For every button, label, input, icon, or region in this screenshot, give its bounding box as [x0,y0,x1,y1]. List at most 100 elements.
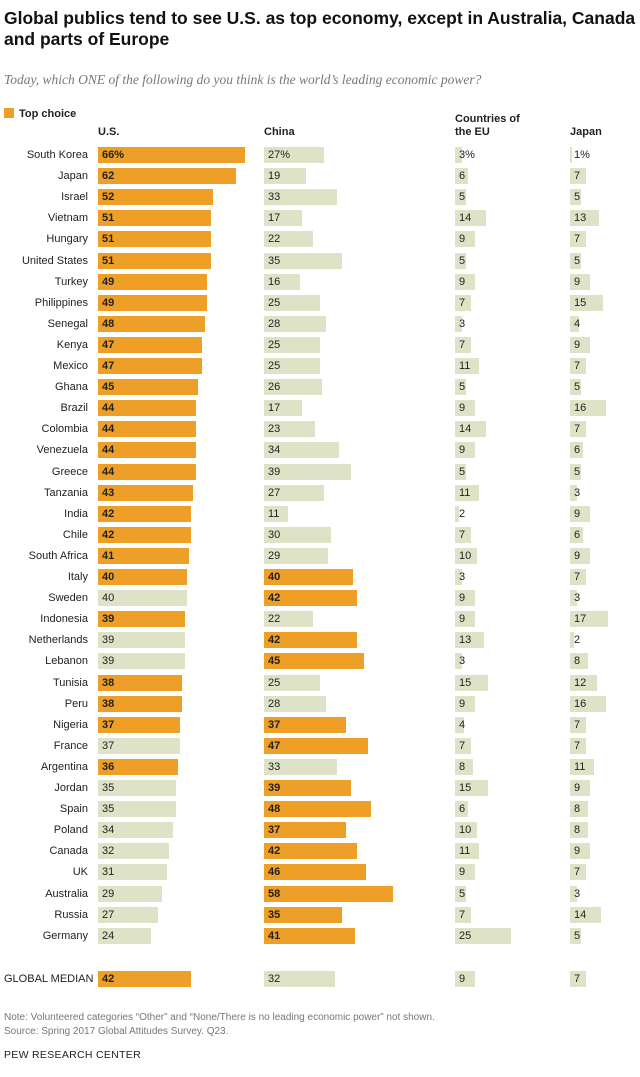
bar-us [98,189,214,206]
bar-japan [570,231,586,248]
country-label: France [53,739,88,752]
value-label-eu: 9 [459,973,466,985]
value-label-eu: 10 [459,549,472,562]
bar-eu [455,315,462,332]
bar-eu [455,885,467,902]
bar-japan [570,421,586,438]
country-label: Sweden [48,592,88,605]
bar-eu [455,822,478,839]
value-label-china: 42 [268,634,281,647]
bar-eu [455,379,467,396]
bar-us [98,822,174,839]
value-label-eu: 25 [459,929,472,942]
bar-china [264,252,342,269]
bar-us [98,653,185,670]
country-label: Mexico [53,360,88,372]
bar-china [264,632,358,649]
value-label-eu: 9 [459,697,466,710]
value-label-china: 30 [268,528,281,541]
chart-title: Global publics tend to see U.S. as top e… [4,8,636,49]
value-label-eu: 9 [459,444,466,457]
value-label-china: 17 [268,402,281,415]
country-label: Canada [49,845,88,858]
value-label-us: 40 [102,592,115,605]
bar-japan [570,379,582,396]
bar-japan [570,780,590,796]
bar-japan [570,400,606,417]
bar-us [98,379,198,396]
bar-china [264,822,347,839]
value-label-china: 47 [268,739,281,752]
bar-japan [570,505,590,522]
country-label: Greece [51,465,88,478]
bar-eu [455,758,473,775]
bar-eu [455,484,480,501]
country-label: Ghana [54,381,88,394]
bar-us [98,611,185,628]
value-label-china: 11 [268,507,280,520]
value-label-eu: 14 [459,423,472,436]
value-label-eu: 9 [459,592,466,605]
bar-eu [455,864,475,881]
value-label-us: 38 [102,697,115,710]
value-label-us: 36 [102,760,115,773]
value-label-china: 25 [268,676,281,689]
bar-eu [455,674,489,691]
value-label-japan: 8 [574,803,581,816]
value-label-us: 44 [102,402,115,415]
bar-eu [455,463,467,480]
country-label: Turkey [54,275,88,288]
bar-eu [455,569,462,585]
country-label: United States [21,254,88,267]
value-label-japan: 7 [574,973,581,985]
country-label: Italy [67,571,88,583]
value-label-us: 43 [102,486,115,499]
value-label-eu: 6 [459,170,466,183]
legend-swatch [4,108,14,118]
bar-china [264,147,324,163]
bar-eu [455,210,487,227]
value-label-eu: 5 [459,887,466,900]
value-label-china: 32 [268,973,281,985]
value-label-china: 40 [268,571,281,583]
value-label-us: 38 [102,676,115,689]
bar-japan [570,590,577,607]
value-label-us: 39 [102,634,115,647]
bar-china [264,737,369,754]
bar-japan [570,526,584,543]
value-label-japan: 5 [574,254,581,267]
value-label-eu: 3% [459,149,475,161]
value-label-japan: 9 [574,507,581,520]
bar-japan [570,758,595,775]
value-label-japan: 7 [574,423,581,436]
bar-eu [455,906,471,923]
bar-japan [570,315,579,332]
value-label-us: 34 [102,824,115,837]
value-label-china: 28 [268,317,281,330]
value-label-japan: 8 [574,655,581,668]
bar-us [98,273,207,290]
value-label-japan: 7 [574,233,581,246]
country-label: Spain [59,803,88,816]
bar-china [264,885,393,902]
bar-japan [570,885,577,902]
value-label-us: 48 [102,317,115,330]
value-label-eu: 15 [459,782,472,794]
bar-eu [455,358,480,374]
value-label-japan: 7 [574,718,581,731]
value-label-japan: 9 [574,275,581,288]
value-label-eu: 9 [459,275,466,288]
bar-us [98,315,205,332]
bar-china [264,843,358,860]
country-label: Argentina [40,760,88,773]
bar-japan [570,674,597,691]
value-label-china: 33 [268,191,281,204]
bar-us [98,463,196,480]
value-label-japan: 7 [574,571,581,583]
bar-japan [570,611,608,628]
bar-us [98,547,190,564]
country-label: Senegal [47,317,88,330]
bar-japan [570,442,584,459]
column-header-us: U.S. [98,126,120,138]
value-label-china: 46 [268,866,281,879]
